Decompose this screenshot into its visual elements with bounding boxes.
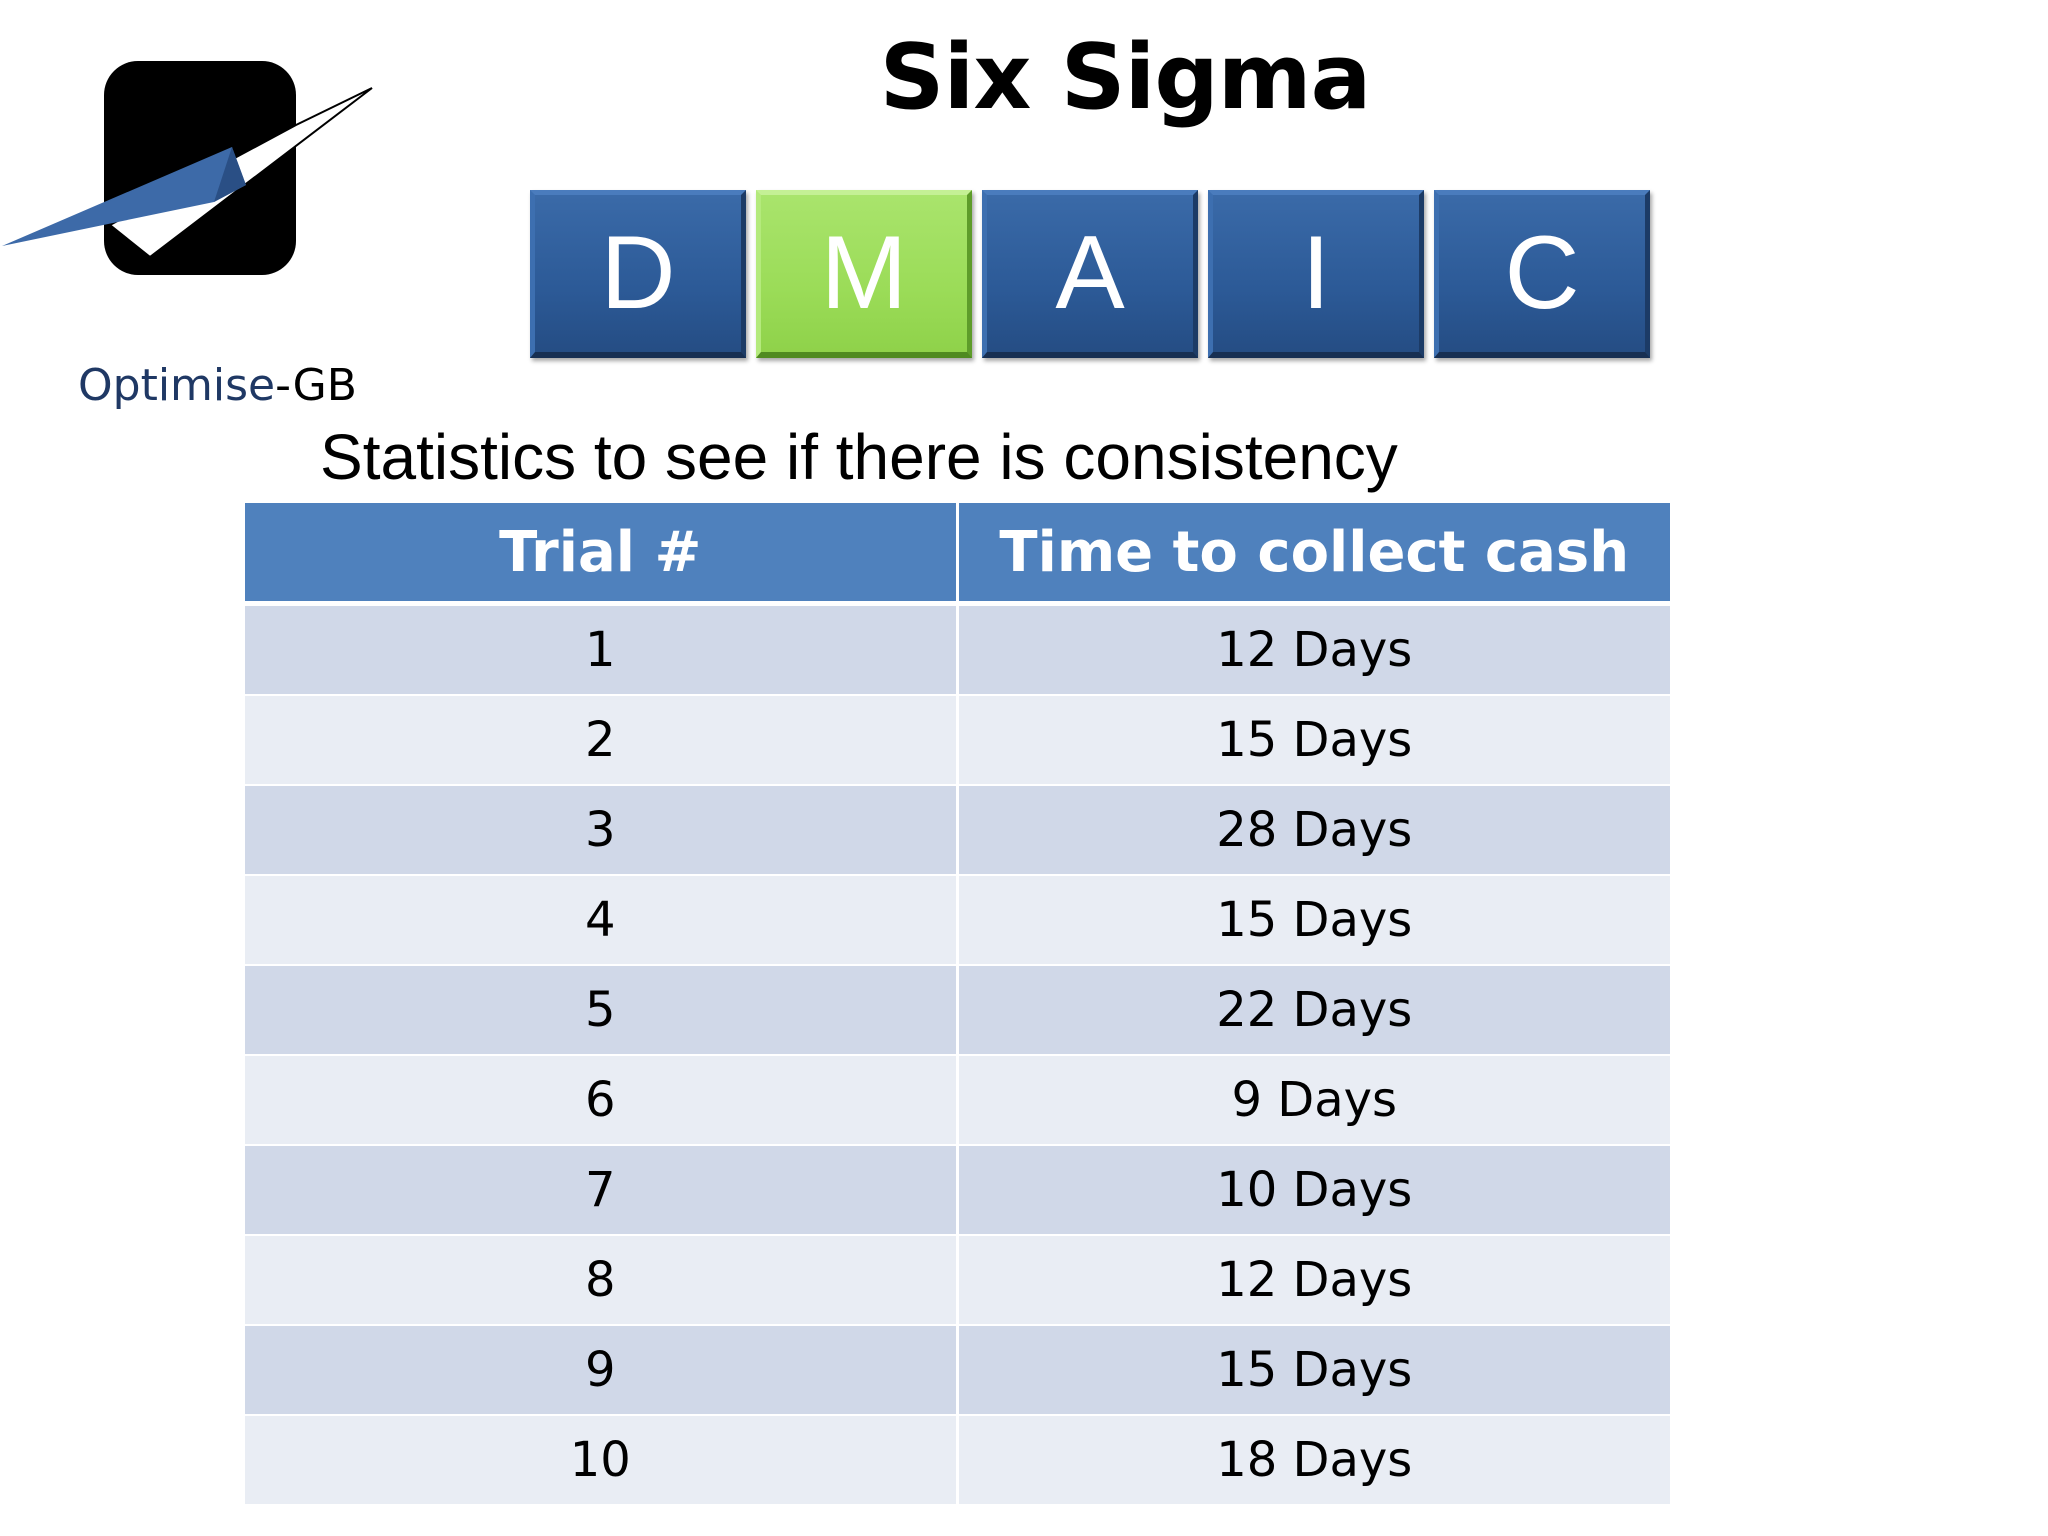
table-row: 4 15 Days <box>245 875 1670 966</box>
collect-time-cell: 15 Days <box>957 1325 1670 1416</box>
collect-time-cell: 12 Days <box>957 603 1670 696</box>
collect-time-cell: 15 Days <box>957 875 1670 966</box>
phase-analyze: A <box>982 190 1198 358</box>
dmaic-phase-bar: D M A I C <box>530 190 1650 358</box>
collect-time-cell: 18 Days <box>957 1415 1670 1506</box>
trial-number-cell: 10 <box>245 1415 959 1506</box>
slide-subtitle: Statistics to see if there is consistenc… <box>320 421 1398 493</box>
trial-data-table: Trial # Time to collect cash 1 12 Days 2… <box>245 503 1670 1506</box>
table-row: 1 12 Days <box>245 603 1670 696</box>
trial-number-cell: 9 <box>245 1325 959 1416</box>
table-row: 10 18 Days <box>245 1415 1670 1506</box>
checkmark-logo-icon <box>2 61 373 275</box>
phase-define: D <box>530 190 746 358</box>
table-row: 9 15 Days <box>245 1325 1670 1416</box>
phase-measure: M <box>756 190 972 358</box>
collect-time-cell: 10 Days <box>957 1145 1670 1236</box>
table-row: 2 15 Days <box>245 695 1670 786</box>
logo-wordmark: Optimise-GB <box>78 360 357 411</box>
page-title: Six Sigma <box>879 25 1372 130</box>
trial-number-cell: 3 <box>245 785 959 876</box>
table-row: 5 22 Days <box>245 965 1670 1056</box>
collect-time-cell: 28 Days <box>957 785 1670 876</box>
logo-suffix: -GB <box>275 360 357 411</box>
logo-name: Optimise <box>78 360 276 411</box>
header-trial-number: Trial # <box>245 503 959 606</box>
table-row: 6 9 Days <box>245 1055 1670 1146</box>
header-time-to-collect: Time to collect cash <box>957 503 1670 606</box>
trial-number-cell: 5 <box>245 965 959 1056</box>
table-row: 7 10 Days <box>245 1145 1670 1236</box>
collect-time-cell: 22 Days <box>957 965 1670 1056</box>
table-row: 8 12 Days <box>245 1235 1670 1326</box>
table-row: 3 28 Days <box>245 785 1670 876</box>
trial-number-cell: 4 <box>245 875 959 966</box>
trial-number-cell: 8 <box>245 1235 959 1326</box>
collect-time-cell: 9 Days <box>957 1055 1670 1146</box>
trial-number-cell: 7 <box>245 1145 959 1236</box>
collect-time-cell: 12 Days <box>957 1235 1670 1326</box>
trial-number-cell: 6 <box>245 1055 959 1146</box>
phase-control: C <box>1434 190 1650 358</box>
table-header-row: Trial # Time to collect cash <box>245 503 1670 606</box>
optimise-gb-logo: Optimise-GB <box>0 55 380 411</box>
trial-number-cell: 2 <box>245 695 959 786</box>
collect-time-cell: 15 Days <box>957 695 1670 786</box>
phase-improve: I <box>1208 190 1424 358</box>
trial-number-cell: 1 <box>245 603 959 696</box>
